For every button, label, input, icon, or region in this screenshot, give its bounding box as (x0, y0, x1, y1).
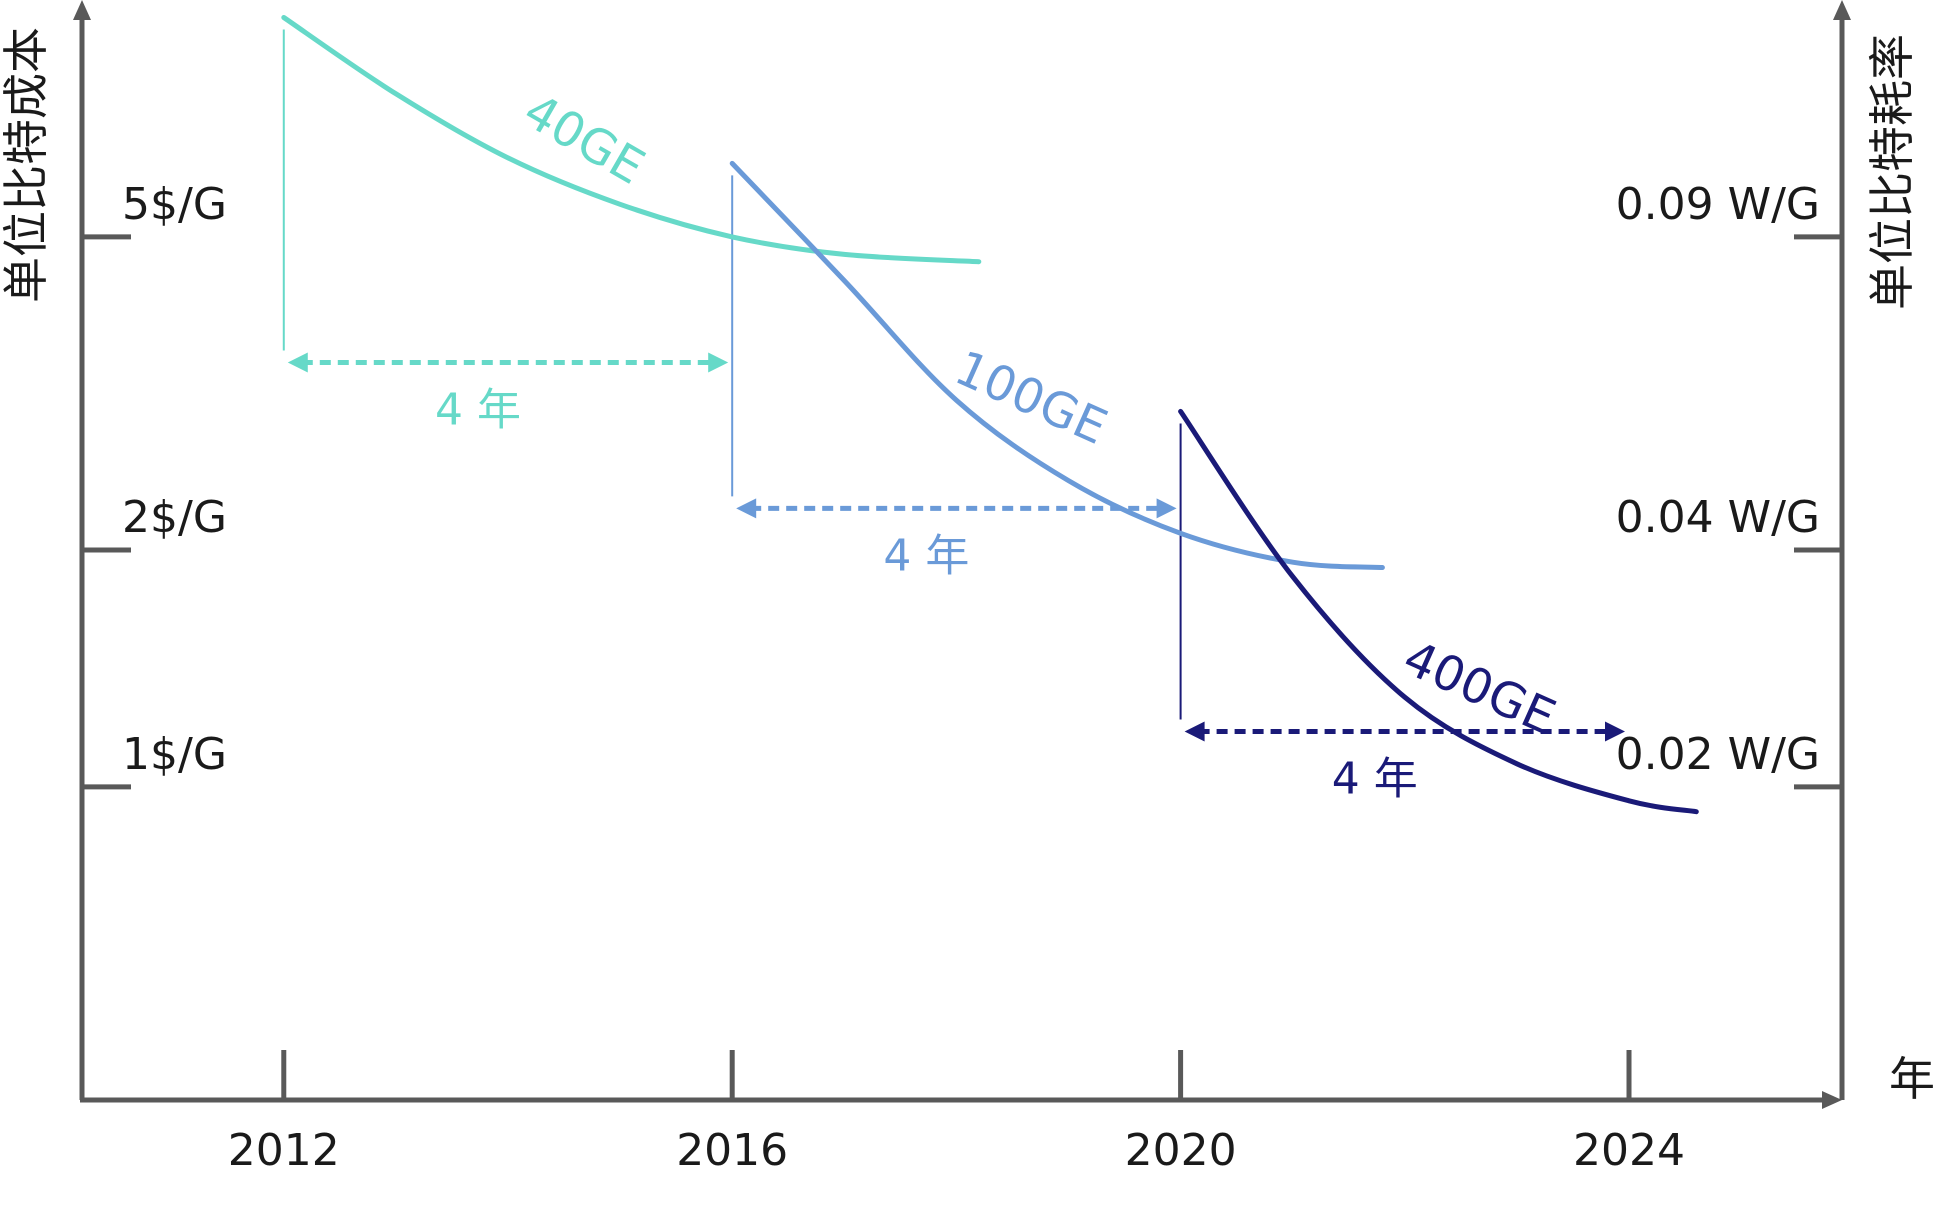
series-label: 400GE (1395, 630, 1563, 746)
spans-layer: 4 年 4 年 4 年 (282, 29, 1626, 804)
ticks-layer: 2012 2016 2020 2024 5$/G 2$/G 1$/G 0.09 W/G 0.04… (82, 179, 1842, 1176)
span-arrow-right-icon (1156, 498, 1177, 519)
x-tick-label: 2020 (1125, 1125, 1237, 1176)
series-curve (281, 15, 982, 265)
series-label: 100GE (947, 340, 1115, 456)
left-y-axis-arrow-icon (73, 0, 91, 20)
x-axis-title: 年 (1889, 1052, 1935, 1106)
span-arrow-right-icon (1605, 721, 1626, 742)
span-label: 4 年 (883, 530, 969, 581)
x-axis-arrow-icon (1822, 1091, 1842, 1109)
right-y-axis-arrow-icon (1833, 0, 1851, 20)
span-arrow-left-icon (287, 352, 308, 373)
x-tick-label: 2016 (676, 1125, 788, 1176)
span-label: 4 年 (435, 385, 521, 436)
span-arrow-right-icon (708, 352, 729, 373)
left-y-tick-label: 5$/G (122, 179, 227, 230)
series-label: 40GE (514, 83, 653, 196)
span-arrow-left-icon (736, 498, 757, 519)
right-y-tick-label: 0.04 W/G (1616, 492, 1820, 543)
x-tick-label: 2024 (1573, 1125, 1685, 1176)
right-y-axis-title: 单位比特耗率 (1865, 34, 1919, 310)
left-y-tick-label: 1$/G (122, 729, 227, 780)
left-y-axis-title: 单位比特成本 (0, 27, 53, 303)
right-y-tick-label: 0.09 W/G (1616, 179, 1820, 230)
series-curve (729, 160, 1385, 570)
right-y-tick-label: 0.02 W/G (1616, 729, 1820, 780)
left-y-tick-label: 2$/G (122, 492, 227, 543)
span-label: 4 年 (1332, 753, 1418, 804)
series-curve (1178, 408, 1699, 815)
span-arrow-left-icon (1184, 721, 1205, 742)
x-tick-label: 2012 (228, 1125, 340, 1176)
